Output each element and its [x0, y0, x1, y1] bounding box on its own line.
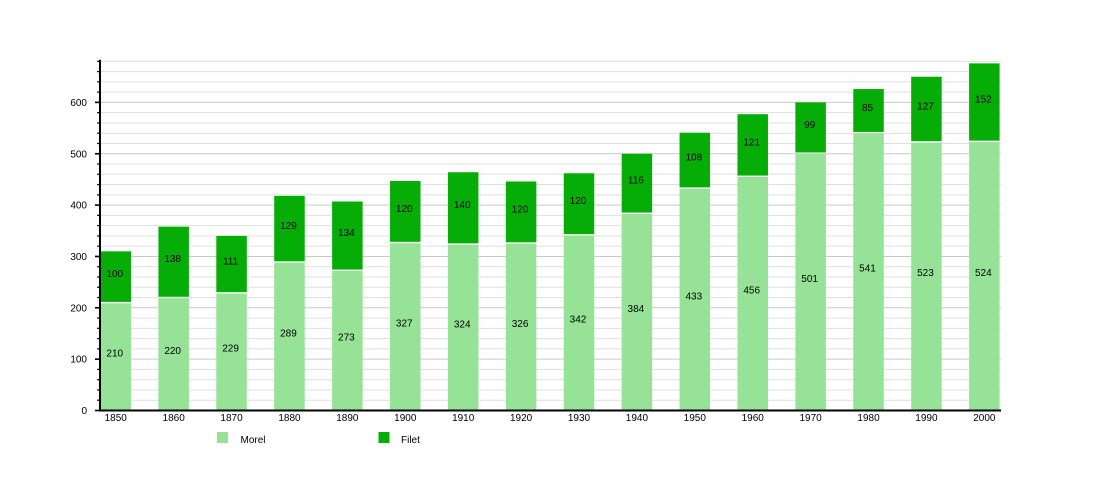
svg-text:1930: 1930 — [568, 413, 591, 424]
svg-text:273: 273 — [338, 332, 355, 343]
svg-text:400: 400 — [70, 201, 87, 212]
svg-text:342: 342 — [570, 315, 587, 326]
svg-text:1890: 1890 — [336, 413, 359, 424]
svg-text:Morel: Morel — [241, 435, 266, 446]
svg-text:2000: 2000 — [973, 413, 996, 424]
svg-text:111: 111 — [223, 256, 239, 267]
svg-text:99: 99 — [804, 120, 816, 131]
svg-text:116: 116 — [628, 176, 644, 187]
svg-text:85: 85 — [862, 103, 874, 114]
svg-text:1970: 1970 — [799, 413, 822, 424]
svg-text:541: 541 — [859, 264, 876, 275]
svg-text:326: 326 — [512, 319, 529, 330]
svg-text:229: 229 — [222, 344, 239, 355]
svg-text:138: 138 — [164, 254, 181, 265]
svg-text:324: 324 — [454, 319, 471, 330]
svg-text:100: 100 — [106, 269, 123, 280]
svg-text:384: 384 — [628, 304, 645, 315]
svg-text:327: 327 — [396, 319, 413, 330]
svg-text:120: 120 — [396, 204, 413, 215]
svg-text:1860: 1860 — [163, 413, 186, 424]
svg-text:1990: 1990 — [915, 413, 938, 424]
svg-text:1850: 1850 — [105, 413, 128, 424]
svg-text:600: 600 — [70, 98, 87, 109]
svg-text:210: 210 — [106, 349, 123, 360]
svg-text:1920: 1920 — [510, 413, 533, 424]
svg-text:1980: 1980 — [857, 413, 880, 424]
svg-text:524: 524 — [975, 268, 992, 279]
svg-text:120: 120 — [512, 204, 529, 215]
svg-text:1950: 1950 — [684, 413, 707, 424]
svg-text:1880: 1880 — [278, 413, 301, 424]
svg-text:1910: 1910 — [452, 413, 475, 424]
svg-text:1960: 1960 — [742, 413, 765, 424]
svg-text:120: 120 — [570, 196, 587, 207]
svg-text:456: 456 — [743, 285, 760, 296]
svg-text:289: 289 — [280, 328, 297, 339]
svg-text:200: 200 — [70, 303, 87, 314]
svg-text:134: 134 — [338, 228, 355, 239]
svg-text:127: 127 — [917, 101, 934, 112]
svg-text:140: 140 — [454, 200, 471, 211]
svg-text:1940: 1940 — [626, 413, 649, 424]
svg-text:129: 129 — [280, 221, 297, 232]
svg-text:433: 433 — [685, 291, 702, 302]
svg-text:121: 121 — [743, 137, 760, 148]
svg-text:Filet: Filet — [401, 435, 420, 446]
svg-text:108: 108 — [685, 152, 702, 163]
svg-text:501: 501 — [801, 274, 818, 285]
svg-text:100: 100 — [70, 355, 87, 366]
svg-text:300: 300 — [70, 252, 87, 263]
svg-text:1900: 1900 — [394, 413, 417, 424]
svg-text:0: 0 — [81, 406, 87, 417]
svg-text:523: 523 — [917, 268, 934, 279]
svg-text:1870: 1870 — [220, 413, 243, 424]
svg-text:500: 500 — [70, 149, 87, 160]
svg-text:152: 152 — [975, 94, 992, 105]
svg-text:220: 220 — [164, 346, 181, 357]
